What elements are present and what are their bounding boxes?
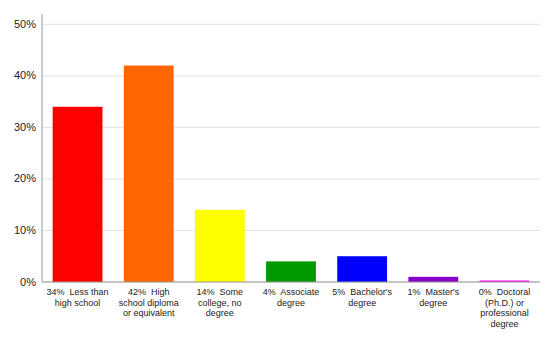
y-tick-label: 40% xyxy=(14,69,36,81)
grid-line xyxy=(42,127,540,128)
x-tick-label-line: or equivalent xyxy=(123,308,175,318)
x-tick-label: 4% Associatedegree xyxy=(263,287,320,308)
x-tick-label-line: professional xyxy=(480,308,529,318)
x-tick-labels: 34% Less thanhigh school 42% Highschool d… xyxy=(47,287,531,329)
x-tick-label: 0% Doctoral(Ph.D.) orprofessionaldegree xyxy=(479,287,531,329)
bar xyxy=(195,210,245,282)
y-axis-line xyxy=(42,14,43,282)
grid-line xyxy=(42,282,540,283)
bar xyxy=(266,261,316,282)
grid xyxy=(42,24,540,282)
x-tick-label-line: degree xyxy=(277,298,305,308)
x-tick-label-line: high school xyxy=(55,298,101,308)
x-tick-label-line: 0% Doctoral xyxy=(479,287,531,297)
x-tick-label: 14% Somecollege, nodegree xyxy=(197,287,244,318)
y-tick-labels: 0% 10% 20% 30% 40% 50% xyxy=(14,18,36,288)
bars xyxy=(53,66,530,282)
x-tick-label-line: school diploma xyxy=(119,298,179,308)
x-tick-label-line: degree xyxy=(206,308,234,318)
x-tick-label-line: 34% Less than xyxy=(47,287,109,297)
x-tick-label-line: degree xyxy=(348,298,376,308)
x-tick-label-line: 5% Bachelor's xyxy=(332,287,392,297)
x-tick-label-line: 14% Some xyxy=(197,287,244,297)
grid-line xyxy=(42,230,540,231)
bar xyxy=(124,66,174,282)
y-tick-label: 50% xyxy=(14,18,36,30)
x-tick-label: 1% Master'sdegree xyxy=(407,287,459,308)
chart-container: 0% 10% 20% 30% 40% 50% 34% Less thanhigh schoo… xyxy=(0,0,550,350)
y-tick-label: 10% xyxy=(14,224,36,236)
y-tick-label: 0% xyxy=(20,276,36,288)
bar xyxy=(53,107,103,282)
x-tick-label-line: (Ph.D.) or xyxy=(485,298,524,308)
grid-line xyxy=(42,178,540,179)
x-axis-line xyxy=(42,282,540,283)
bar xyxy=(408,277,458,282)
x-tick-label-line: degree xyxy=(419,298,447,308)
chart-svg: 0% 10% 20% 30% 40% 50% 34% Less thanhigh schoo… xyxy=(0,0,550,350)
grid-line xyxy=(42,24,540,25)
grid-line xyxy=(42,75,540,76)
bar xyxy=(337,256,387,282)
x-tick-label-line: degree xyxy=(490,319,518,329)
x-tick-label: 5% Bachelor'sdegree xyxy=(332,287,392,308)
x-tick-label-line: college, no xyxy=(198,298,242,308)
x-tick-label: 42% Highschool diplomaor equivalent xyxy=(119,287,179,318)
x-tick-label: 34% Less thanhigh school xyxy=(47,287,109,308)
y-tick-label: 20% xyxy=(14,172,36,184)
x-tick-label-line: 42% High xyxy=(128,287,170,297)
x-tick-label-line: 4% Associate xyxy=(263,287,320,297)
x-tick-label-line: 1% Master's xyxy=(407,287,459,297)
y-tick-label: 30% xyxy=(14,121,36,133)
